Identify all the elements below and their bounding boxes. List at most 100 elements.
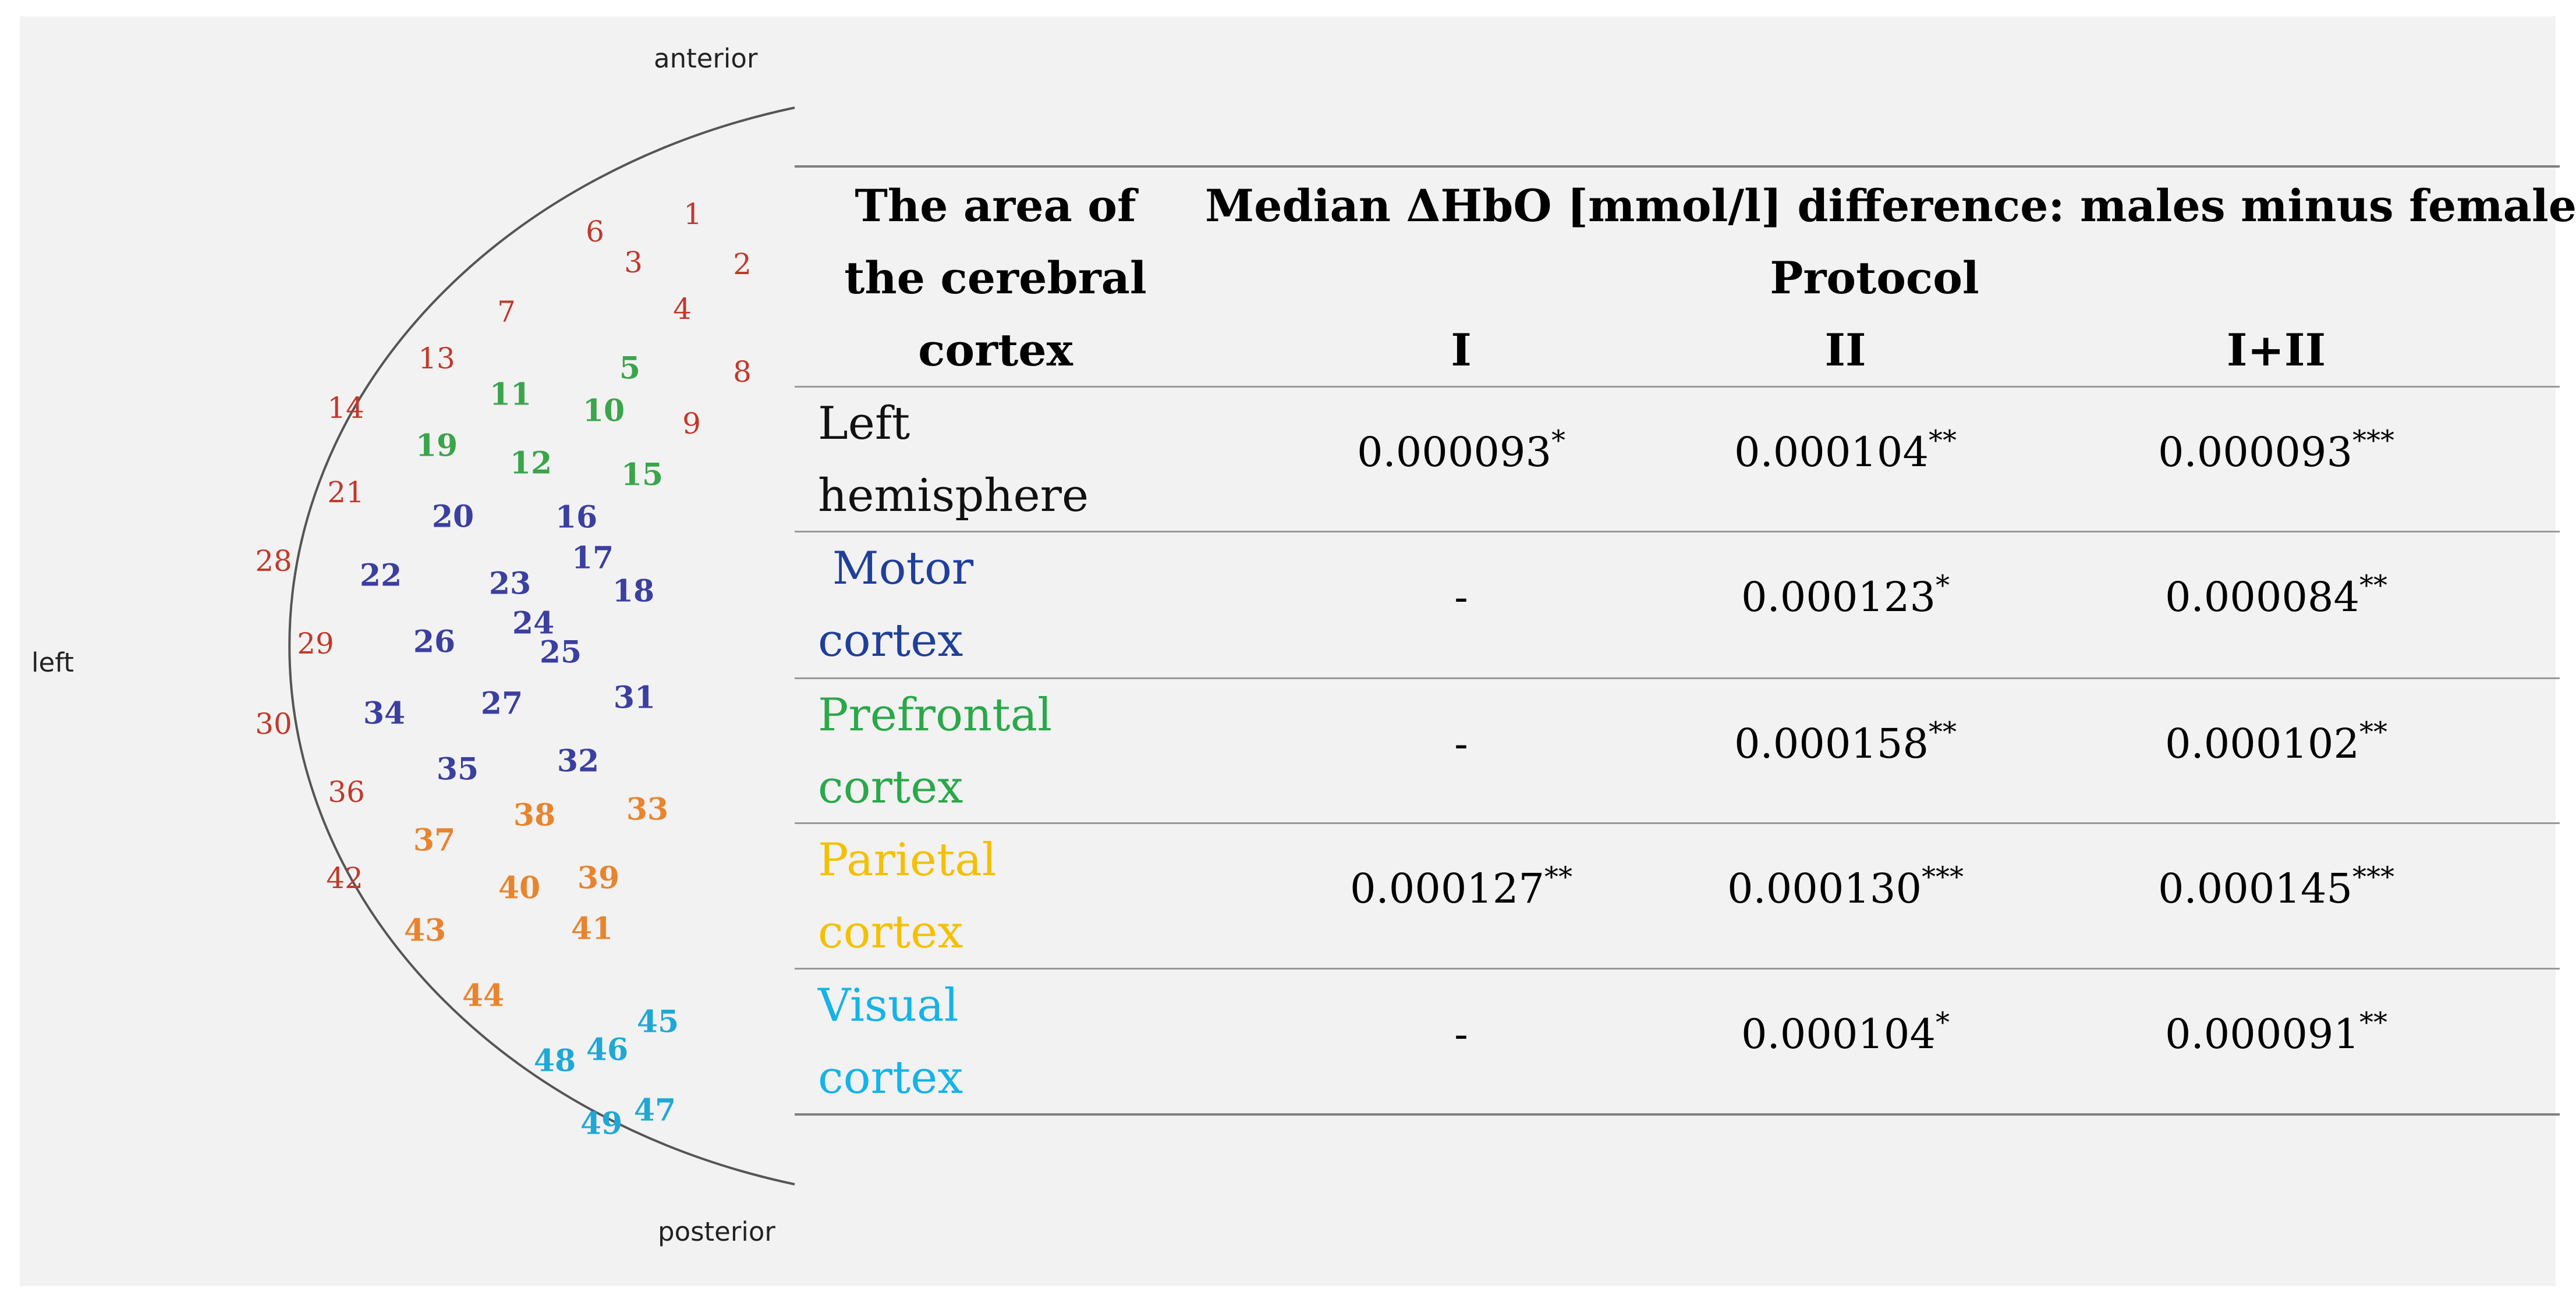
row-label: Left hemisphere [818,388,1089,532]
table-cell: 0.000102** [2102,716,2451,768]
cell-value: 0.000104 [1734,428,1929,476]
channel-4: 4 [673,292,692,326]
channel-49: 49 [580,1106,622,1142]
channel-28: 28 [255,544,292,578]
row-label-line: Visual [818,979,959,1032]
column-header-ii: II [1824,324,1866,376]
channel-25: 25 [540,635,582,670]
column-header-i: I [1451,324,1472,376]
significance-marker: ** [2359,1006,2387,1039]
cell-value: 0.000127 [1349,865,1544,913]
channel-48: 48 [534,1043,576,1079]
row-label-line: Parietal [818,834,997,886]
cell-value: 0.000130 [1727,865,1922,913]
channel-47: 47 [634,1093,676,1128]
channel-23: 23 [489,566,531,602]
channel-44: 44 [462,978,504,1014]
channel-12: 12 [510,446,552,481]
channel-16: 16 [555,500,597,535]
table-cell: 0.000093* [1287,424,1636,476]
channel-10: 10 [583,393,625,429]
cell-value: 0.000093 [2157,428,2352,476]
channel-33: 33 [626,792,668,828]
channel-34: 34 [363,696,405,732]
anterior-label: anterior [654,43,758,74]
channel-2: 2 [733,247,752,281]
channel-37: 37 [413,823,455,858]
table-cell: 0.000123* [1671,569,2020,621]
table-row-rule [795,386,2560,388]
channel-9: 9 [682,407,701,441]
figure-panel [20,16,2556,1286]
cell-value: 0.000123 [1741,573,1936,621]
column-header-i-plus-ii: I+II [2226,324,2326,376]
channel-21: 21 [327,475,364,509]
table-cell: 0.000158** [1671,716,2020,768]
significance-marker: ** [1929,716,1957,748]
channel-35: 35 [437,752,479,787]
cell-value: - [1454,720,1468,768]
cell-value: 0.000093 [1356,428,1551,476]
significance-marker: *** [1922,861,1964,893]
cell-value: 0.000084 [2164,573,2359,621]
channel-36: 36 [328,775,365,809]
table-cell: - [1287,720,1636,768]
area-header: The area of the cerebral cortex [803,170,1188,386]
row-label-line: Prefrontal [818,689,1053,741]
area-header-line: the cerebral [844,252,1147,304]
row-label: Visual cortex [818,970,963,1114]
channel-15: 15 [621,457,663,493]
channel-7: 7 [497,295,516,329]
left-label: left [31,647,74,678]
channel-19: 19 [416,428,458,464]
cell-value: 0.000104 [1741,1010,1936,1058]
hemisphere-outline [288,106,795,1185]
channel-40: 40 [498,871,540,906]
cell-value: 0.000102 [2164,720,2359,768]
channel-39: 39 [577,861,619,896]
significance-marker: ** [2359,569,2387,602]
significance-marker: * [1936,569,1950,602]
channel-45: 45 [637,1004,679,1040]
channel-38: 38 [513,798,555,833]
table-cell: 0.000145*** [2102,861,2451,913]
channel-24: 24 [512,606,554,641]
table-cell: 0.000127** [1287,861,1636,913]
channel-5: 5 [619,351,640,386]
table-row-rule [795,822,2560,824]
table-cell: - [1287,573,1636,621]
protocol-header: Protocol [1770,252,1979,304]
channel-27: 27 [481,686,523,722]
channel-13: 13 [418,342,455,375]
table-row-rule [795,677,2560,679]
row-label: Motor cortex [818,532,973,677]
channel-14: 14 [327,391,364,425]
channel-46: 46 [586,1032,628,1068]
channel-20: 20 [432,499,474,535]
table-cell: 0.000104* [1671,1006,2020,1058]
row-label-line: cortex [818,761,963,814]
table-cell: 0.000091** [2102,1006,2451,1058]
channel-32: 32 [557,744,599,779]
row-label-line: cortex [818,906,963,958]
channel-3: 3 [624,246,643,279]
significance-marker: *** [2352,424,2394,457]
channel-30: 30 [255,707,292,741]
posterior-label: posterior [658,1216,775,1247]
cell-value: 0.000145 [2157,865,2352,913]
channel-29: 29 [297,627,334,661]
cell-value: - [1454,1010,1468,1058]
channel-31: 31 [614,680,655,716]
channel-11: 11 [490,377,532,413]
table-row-rule [795,968,2560,970]
table-top-rule [795,165,2560,168]
channel-26: 26 [413,624,455,660]
cell-value: 0.000158 [1734,720,1929,768]
row-label-line: cortex [818,615,963,667]
channel-42: 42 [326,861,363,895]
table-cell: 0.000130*** [1671,861,2020,913]
row-label-line: hemisphere [818,470,1089,522]
row-label: Parietal cortex [818,824,997,968]
